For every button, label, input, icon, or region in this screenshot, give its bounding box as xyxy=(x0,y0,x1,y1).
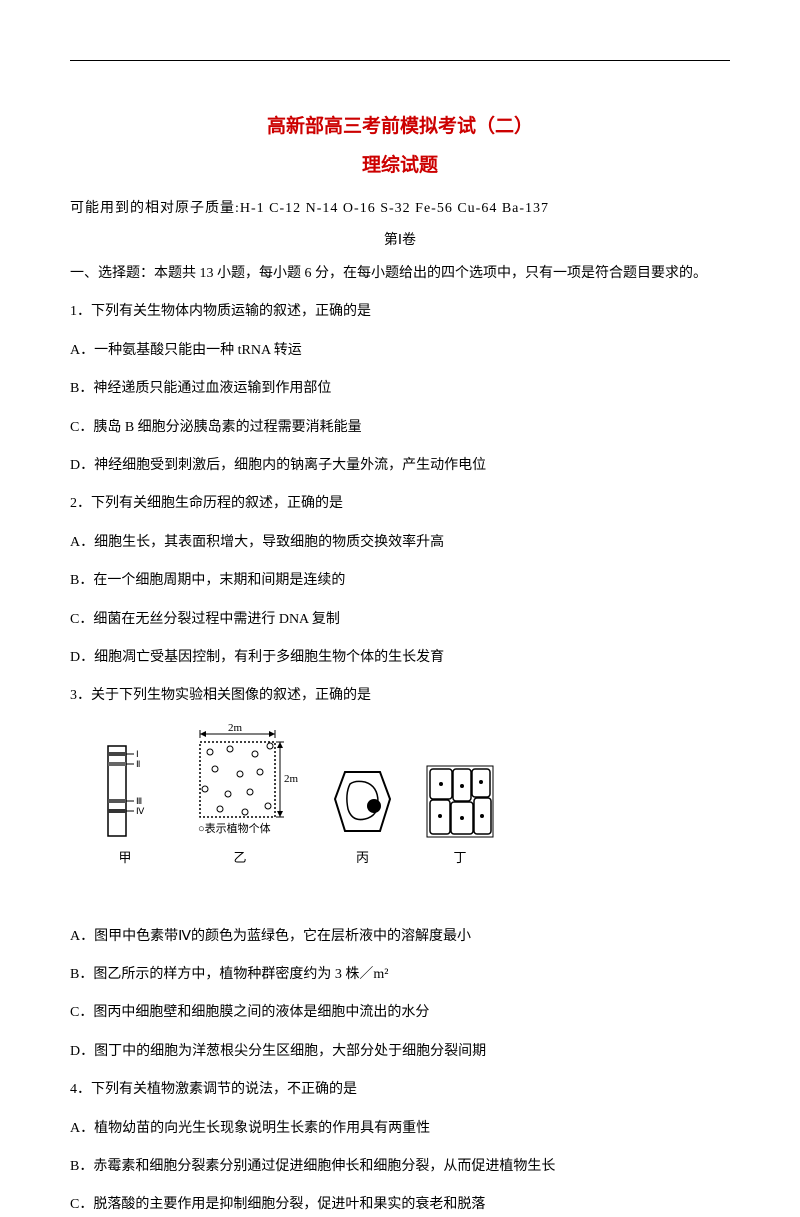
q2-option-a: A．细胞生长，其表面积增大，导致细胞的物质交换效率升高 xyxy=(70,532,730,554)
q3-option-a: A．图甲中色素带Ⅳ的颜色为蓝绿色，它在层析液中的溶解度最小 xyxy=(70,926,730,948)
figure-jia: Ⅰ Ⅱ Ⅲ Ⅳ 甲 xyxy=(100,744,150,866)
q3-option-b: B．图乙所示的样方中，植物种群密度约为 3 株／m² xyxy=(70,964,730,986)
q2-stem: 2．下列有关细胞生命历程的叙述，正确的是 xyxy=(70,493,730,515)
svg-text:Ⅲ: Ⅲ xyxy=(136,796,142,806)
q3-option-c: C．图丙中细胞壁和细胞膜之间的液体是细胞中流出的水分 xyxy=(70,1002,730,1024)
instruction: 一、选择题：本题共 13 小题，每小题 6 分，在每小题给出的四个选项中，只有一… xyxy=(70,263,730,285)
title-sub: 理综试题 xyxy=(70,150,730,177)
q4-option-c: C．脱落酸的主要作用是抑制细胞分裂，促进叶和果实的衰老和脱落 xyxy=(70,1194,730,1216)
q1-option-d: D．神经细胞受到刺激后，细胞内的钠离子大量外流，产生动作电位 xyxy=(70,455,730,477)
svg-text:○表示植物个体: ○表示植物个体 xyxy=(198,821,271,835)
q2-option-c: C．细菌在无丝分裂过程中需进行 DNA 复制 xyxy=(70,609,730,631)
chromatography-diagram: Ⅰ Ⅱ Ⅲ Ⅳ xyxy=(100,744,150,839)
plasmolysis-cell xyxy=(330,764,395,839)
top-rule xyxy=(70,60,730,61)
q1-option-b: B．神经递质只能通过血液运输到作用部位 xyxy=(70,378,730,400)
q4-stem: 4．下列有关植物激素调节的说法，不正确的是 xyxy=(70,1079,730,1101)
figure-ding-label: 丁 xyxy=(453,847,466,866)
quadrat-diagram: 2m 2m ○表示植物个体 xyxy=(180,724,300,839)
q3-option-d: D．图丁中的细胞为洋葱根尖分生区细胞，大部分处于细胞分裂间期 xyxy=(70,1041,730,1063)
q3-stem: 3．关于下列生物实验相关图像的叙述，正确的是 xyxy=(70,685,730,707)
svg-text:Ⅰ: Ⅰ xyxy=(136,749,139,759)
svg-text:2m: 2m xyxy=(284,773,299,785)
figure-container: Ⅰ Ⅱ Ⅲ Ⅳ 甲 2m xyxy=(100,724,730,866)
svg-text:2m: 2m xyxy=(228,724,243,734)
svg-text:Ⅳ: Ⅳ xyxy=(136,806,145,816)
atomic-mass-line: 可能用到的相对原子质量:H-1 C-12 N-14 O-16 S-32 Fe-5… xyxy=(70,197,730,217)
figure-yi: 2m 2m ○表示植物个体 乙 xyxy=(180,724,300,866)
q4-option-a: A．植物幼苗的向光生长现象说明生长素的作用具有两重性 xyxy=(70,1118,730,1140)
figure-yi-label: 乙 xyxy=(233,847,246,866)
figure-bing-label: 丙 xyxy=(356,847,369,866)
q2-option-b: B．在一个细胞周期中，末期和间期是连续的 xyxy=(70,570,730,592)
q1-option-c: C．胰岛 B 细胞分泌胰岛素的过程需要消耗能量 xyxy=(70,417,730,439)
figure-bing: 丙 xyxy=(330,764,395,866)
svg-text:Ⅱ: Ⅱ xyxy=(136,759,140,769)
q2-option-d: D．细胞凋亡受基因控制，有利于多细胞生物个体的生长发育 xyxy=(70,647,730,669)
root-tip-cells xyxy=(425,764,495,839)
q1-option-a: A．一种氨基酸只能由一种 tRNA 转运 xyxy=(70,340,730,362)
title-main: 高新部高三考前模拟考试（二） xyxy=(70,111,730,138)
q1-stem: 1．下列有关生物体内物质运输的叙述，正确的是 xyxy=(70,301,730,323)
figure-ding: 丁 xyxy=(425,764,495,866)
section-label: 第Ⅰ卷 xyxy=(70,229,730,249)
q4-option-b: B．赤霉素和细胞分裂素分别通过促进细胞伸长和细胞分裂，从而促进植物生长 xyxy=(70,1156,730,1178)
figure-jia-label: 甲 xyxy=(118,847,131,866)
